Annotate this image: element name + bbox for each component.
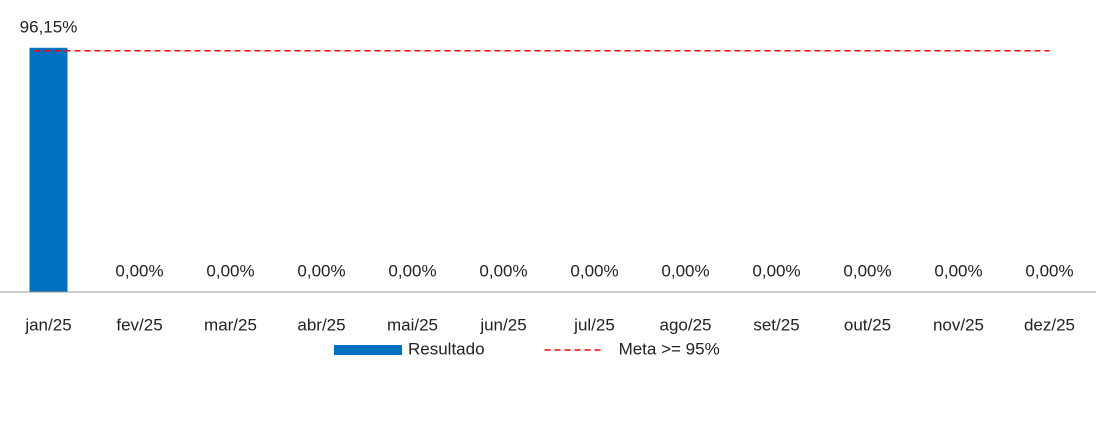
- data-label: 0,00%: [570, 261, 618, 280]
- data-label: 96,15%: [20, 17, 78, 36]
- data-label: 0,00%: [388, 261, 436, 280]
- legend-swatch: [334, 345, 402, 355]
- x-tick-label: abr/25: [297, 315, 345, 334]
- bar: [29, 47, 68, 293]
- x-tick-label: jan/25: [24, 315, 71, 334]
- data-label: 0,00%: [1025, 261, 1073, 280]
- x-tick-label: set/25: [753, 315, 799, 334]
- data-label: 0,00%: [752, 261, 800, 280]
- data-label: 0,00%: [206, 261, 254, 280]
- legend-label: Resultado: [408, 339, 485, 358]
- data-label: 0,00%: [843, 261, 891, 280]
- x-tick-label: ago/25: [660, 315, 712, 334]
- x-tick-label: nov/25: [933, 315, 984, 334]
- data-label: 0,00%: [297, 261, 345, 280]
- x-tick-label: jun/25: [479, 315, 526, 334]
- x-tick-label: dez/25: [1024, 315, 1075, 334]
- data-label: 0,00%: [934, 261, 982, 280]
- legend-label: Meta >= 95%: [619, 339, 720, 358]
- data-label: 0,00%: [479, 261, 527, 280]
- x-tick-label: mai/25: [387, 315, 438, 334]
- data-label: 0,00%: [115, 261, 163, 280]
- x-tick-label: fev/25: [116, 315, 162, 334]
- data-label: 0,00%: [661, 261, 709, 280]
- x-tick-label: jul/25: [573, 315, 615, 334]
- x-tick-label: out/25: [844, 315, 891, 334]
- x-tick-label: mar/25: [204, 315, 257, 334]
